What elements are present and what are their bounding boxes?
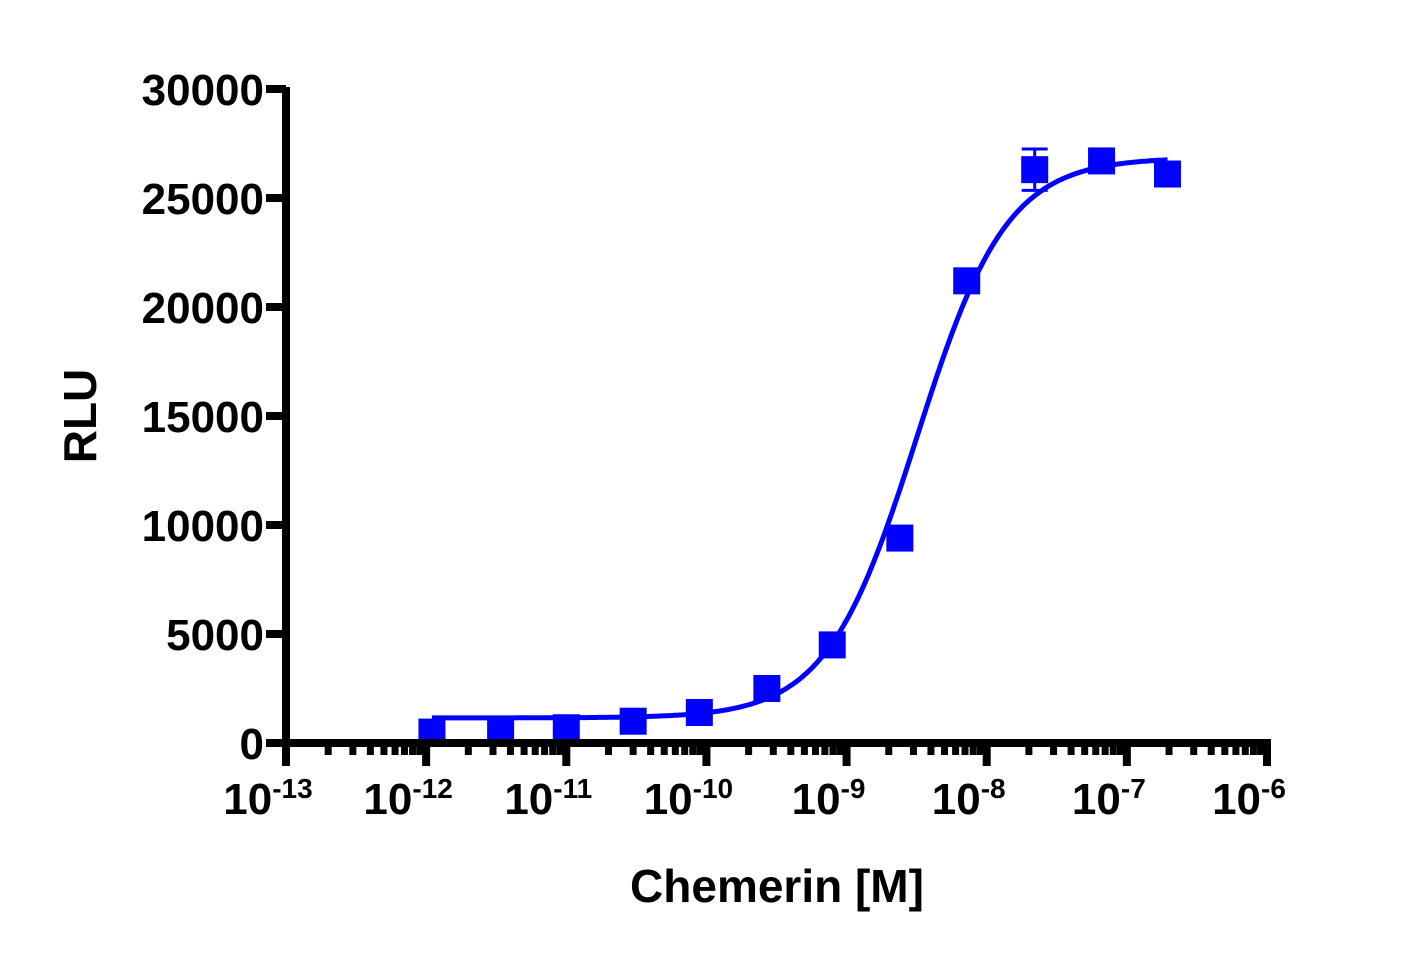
fit-curve xyxy=(431,157,1168,721)
x-tick-label: 10-6 xyxy=(1212,773,1286,824)
data-point xyxy=(1088,147,1116,175)
x-tick-label: 10-7 xyxy=(1072,773,1146,824)
square-marker xyxy=(619,707,647,735)
x-tick-label: 10-9 xyxy=(792,773,866,824)
data-point xyxy=(619,707,647,735)
data-point xyxy=(953,267,981,295)
y-tick-label: 15000 xyxy=(142,393,264,442)
y-tick-label: 0 xyxy=(240,720,264,769)
data-point xyxy=(818,631,846,659)
square-marker xyxy=(552,714,580,742)
y-tick-label: 30000 xyxy=(142,66,264,115)
axes xyxy=(266,85,1271,766)
data-point xyxy=(487,716,515,744)
x-tick-label: 10-10 xyxy=(644,773,733,824)
square-marker xyxy=(818,631,846,659)
data-point xyxy=(685,698,713,726)
data-point xyxy=(886,524,914,552)
data-point xyxy=(1154,160,1182,188)
x-axis-title: Chemerin [M] xyxy=(630,860,924,912)
y-tick-label: 20000 xyxy=(142,284,264,333)
x-tick-label: 10-13 xyxy=(223,773,312,824)
square-marker xyxy=(886,524,914,552)
y-axis-title: RLU xyxy=(54,369,106,464)
square-marker xyxy=(487,716,515,744)
square-marker xyxy=(685,698,713,726)
fit-curve-path xyxy=(431,157,1168,721)
data-points xyxy=(418,147,1182,746)
square-marker xyxy=(1021,156,1049,184)
x-tick-label: 10-11 xyxy=(504,773,592,824)
y-tick-label: 10000 xyxy=(142,502,264,551)
x-axis-tick-labels: 10-13 10-12 10-11 10-10 10-9 10-8 10-7 10-6 xyxy=(223,773,1286,824)
x-tick-label: 10-12 xyxy=(363,773,452,824)
y-tick-label: 5000 xyxy=(166,611,264,660)
y-axis-tick-labels: 0 5000 10000 15000 20000 25000 30000 xyxy=(142,66,264,769)
x-tick-label: 10-8 xyxy=(932,773,1006,824)
data-point xyxy=(753,675,781,702)
square-marker xyxy=(753,675,781,702)
data-point xyxy=(552,714,580,742)
y-tick-label: 25000 xyxy=(142,175,264,224)
square-marker xyxy=(1088,147,1116,175)
data-point xyxy=(1021,147,1049,192)
square-marker xyxy=(1154,160,1182,188)
square-marker xyxy=(953,267,981,295)
